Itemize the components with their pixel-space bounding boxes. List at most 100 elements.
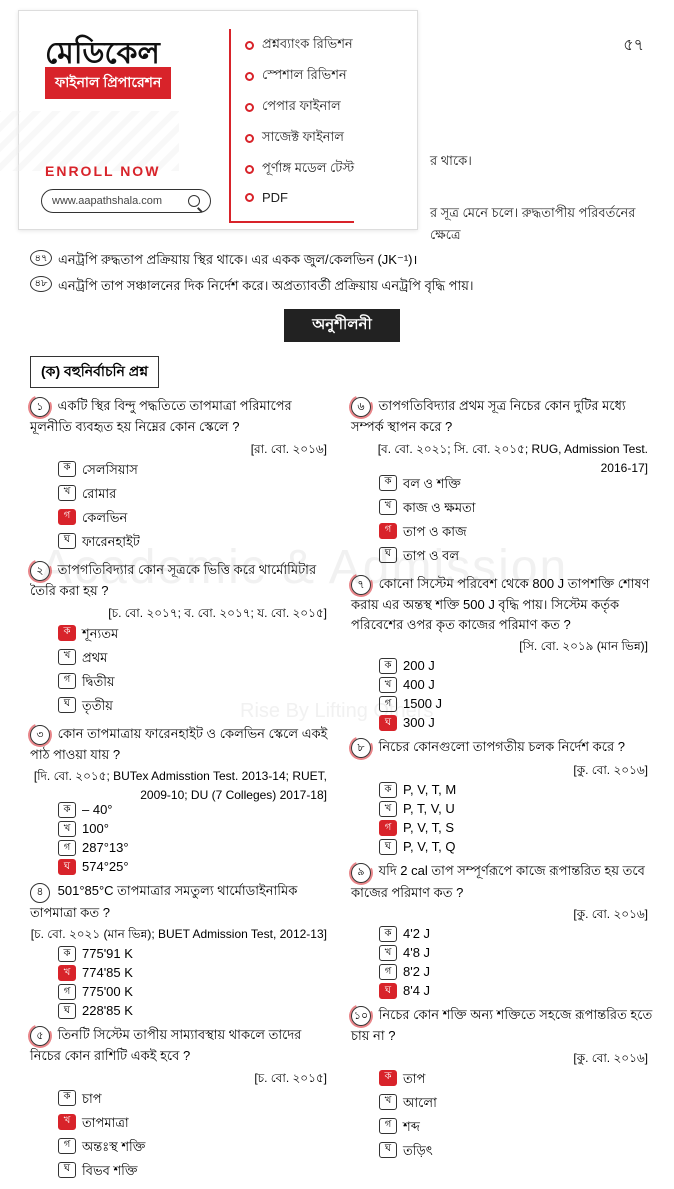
bullet-icon — [245, 193, 254, 202]
option: ঘফারেনহাইট — [58, 533, 333, 554]
option: খ 100° — [58, 821, 333, 837]
left-column: ১ একটি স্থির বিন্দু পদ্ধতিতে তাপমাত্রা প… — [30, 396, 333, 1189]
option-label: খ — [379, 801, 397, 817]
note-number: ৪৭ — [30, 250, 52, 266]
option: ঘতাপ ও বল — [379, 547, 654, 568]
option-text: 775'91 K — [82, 946, 133, 961]
bullet-icon — [245, 165, 254, 174]
option-list: কসেলসিয়াস খরোমার গকেলভিন ঘফারেনহাইট — [30, 461, 333, 554]
option: ঘ8'4 J — [379, 983, 654, 999]
option-text: 4'8 J — [403, 945, 430, 960]
feature-item: পেপার ফাইনাল — [245, 97, 354, 118]
option: গP, V, T, S — [379, 820, 654, 836]
question: ১০ নিচের কোন শক্তি অন্য শক্তিতে সহজে রূপ… — [351, 1005, 654, 1046]
content-body: ৪৭এনট্রপি রুদ্ধতাপ প্রক্রিয়ায় স্থির থা… — [30, 250, 654, 1189]
enroll-now-button[interactable]: ENROLL NOW — [45, 163, 160, 179]
option-text: কাজ ও ক্ষমতা — [403, 499, 476, 520]
question-text: 501°85°C তাপমাত্রার সমতুল্য থার্মোডাইনাম… — [30, 883, 297, 919]
option-label: খ — [379, 945, 397, 961]
option-label: ঘ — [58, 1003, 76, 1019]
bullet-icon — [245, 134, 254, 143]
question: ২ তাপগতিবিদ্যার কোন সূত্রকে ভিত্তি করে থ… — [30, 560, 333, 601]
option-text: 775'00 K — [82, 984, 133, 999]
option-list: ক– 40°খ100°গ287°13°ঘ574°25° — [30, 802, 333, 875]
option: ঘ 574°25° — [58, 859, 333, 875]
question: ৯ যদি 2 cal তাপ সম্পূর্ণরূপে কাজে রূপান্… — [351, 861, 654, 902]
option-label: গ — [58, 1138, 76, 1154]
pre-exercise-lines: ৪৭এনট্রপি রুদ্ধতাপ প্রক্রিয়ায় স্থির থা… — [30, 250, 654, 295]
option-text: 8'4 J — [403, 983, 430, 998]
option-text: – 40° — [82, 802, 113, 817]
feature-item: প্রশ্নব্যাংক রিভিশন — [245, 35, 354, 56]
option: খ 4'8 J — [379, 945, 654, 961]
option: ঘতৃতীয় — [58, 697, 333, 718]
option-label: ক — [379, 926, 397, 942]
option-text: শূন্যতম — [82, 625, 118, 646]
option-label: ক — [379, 1070, 397, 1086]
question-source: [রা. বো. ২০১৬] — [30, 441, 333, 461]
question-number: ৫ — [30, 1026, 50, 1046]
question-text: যদি 2 cal তাপ সম্পূর্ণরূপে কাজে রূপান্তর… — [351, 863, 645, 899]
option-text: বিভব শক্তি — [82, 1162, 138, 1183]
option-label: গ — [379, 696, 397, 712]
question: ১ একটি স্থির বিন্দু পদ্ধতিতে তাপমাত্রা প… — [30, 396, 333, 437]
option-text: 8'2 J — [403, 964, 430, 979]
option-text: 228'85 K — [82, 1003, 133, 1018]
feature-label: পেপার ফাইনাল — [262, 97, 341, 118]
option-text: 400 J — [403, 677, 435, 692]
option: খরোমার — [58, 485, 333, 506]
option-text: তাপমাত্রা — [82, 1114, 129, 1135]
option-label: খ — [58, 821, 76, 837]
option-label: গ — [58, 673, 76, 689]
option: ক4'2 J — [379, 926, 654, 942]
question-text: কোনো সিস্টেম পরিবেশ থেকে 800 J তাপশক্তি … — [351, 576, 650, 632]
option: ঘ300 J — [379, 715, 654, 731]
option-label: ঘ — [58, 1162, 76, 1178]
option-text: 100° — [82, 821, 109, 836]
question-number: ২ — [30, 561, 50, 581]
option-label: ঘ — [58, 859, 76, 875]
url-text: www.aapathshala.com — [52, 195, 162, 207]
promo-card: মেডিকেল ফাইনাল প্রিপারেশন ENROLL NOW www… — [18, 10, 418, 230]
bullet-icon — [245, 103, 254, 112]
question-number: ৩ — [30, 725, 50, 745]
feature-item: পূর্ণাঙ্গ মডেল টেস্ট — [245, 159, 354, 180]
bullet-icon — [245, 72, 254, 81]
option-label: খ — [379, 499, 397, 515]
option: কসেলসিয়াস — [58, 461, 333, 482]
option-label: ক — [58, 625, 76, 641]
option: খতাপমাত্রা — [58, 1114, 333, 1135]
search-icon — [188, 195, 200, 207]
option-text: 300 J — [403, 715, 435, 730]
feature-label: সাজেক্ট ফাইনাল — [262, 128, 344, 149]
feature-item: স্পেশাল রিভিশন — [245, 66, 354, 87]
option-label: ক — [58, 1090, 76, 1106]
option-text: তড়িৎ — [403, 1142, 433, 1163]
option: খP, T, V, U — [379, 801, 654, 817]
right-column: ৬ তাপগতিবিদ্যার প্রথম সূত্র নিচের কোন দু… — [351, 396, 654, 1189]
option: গকেলভিন — [58, 509, 333, 530]
option-text: আলো — [403, 1094, 437, 1115]
question-text: তাপগতিবিদ্যার প্রথম সূত্র নিচের কোন দুটি… — [351, 398, 626, 434]
question-source: [কু. বো. ২০১৬] — [351, 762, 654, 782]
question-text: তিনটি সিস্টেম তাপীয় সাম্যাবস্থায় থাকলে… — [30, 1027, 301, 1063]
url-search-box[interactable]: www.aapathshala.com — [41, 189, 211, 213]
option: খ কাজ ও ক্ষমতা — [379, 499, 654, 520]
option-text: সেলসিয়াস — [82, 461, 138, 482]
option-label: খ — [58, 649, 76, 665]
option-list: ক775'91 Kখ774'85 Kগ775'00 Kঘ228'85 K — [30, 946, 333, 1019]
option: ঘP, V, T, Q — [379, 839, 654, 855]
question-number: ১ — [30, 397, 50, 417]
option: কবল ও শক্তি — [379, 475, 654, 496]
option-text: শব্দ — [403, 1118, 420, 1139]
option-list: ক200 Jখ400 Jগ1500 Jঘ300 J — [351, 658, 654, 731]
option-text: 1500 J — [403, 696, 442, 711]
option: কP, V, T, M — [379, 782, 654, 798]
question: ৬ তাপগতিবিদ্যার প্রথম সূত্র নিচের কোন দু… — [351, 396, 654, 437]
question-source: [সি. বো. ২০১৯ (মান ভিন্ন)] — [351, 638, 654, 658]
option-text: 774'85 K — [82, 965, 133, 980]
question-source: [দি. বো. ২০১৫; BUTex Admisstion Test. 20… — [30, 768, 333, 802]
option-text: 574°25° — [82, 859, 129, 874]
feature-label: PDF — [262, 190, 288, 205]
option: খ774'85 K — [58, 965, 333, 981]
